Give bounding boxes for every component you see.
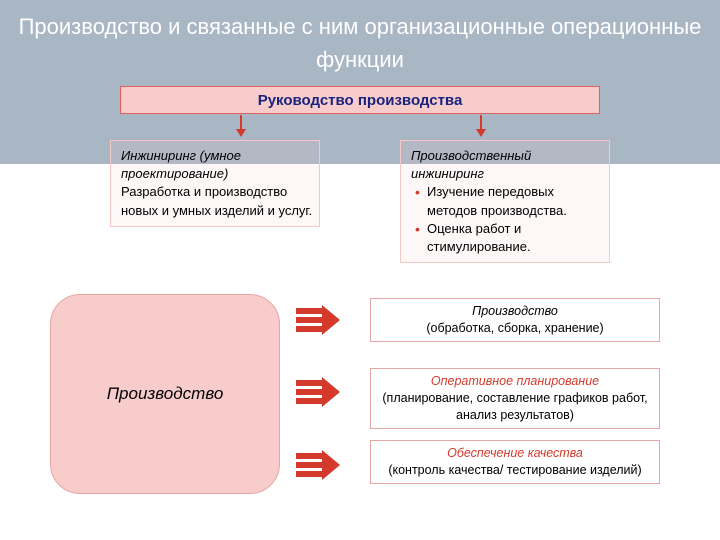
sub-box-prod-engineering: Производственный инжиниринг Изучение пер… bbox=[400, 140, 610, 263]
sub-bullets: Изучение передовых методов производства.… bbox=[411, 183, 603, 256]
triple-arrow-icon bbox=[296, 377, 346, 407]
right-box-sub: (планирование, составление графиков рабо… bbox=[377, 390, 653, 424]
right-box-production: Производство (обработка, сборка, хранени… bbox=[370, 298, 660, 342]
sub-box-engineering: Инжиниринг (умное проектирование) Разраб… bbox=[110, 140, 320, 227]
page-title: Производство и связанные с ним организац… bbox=[0, 10, 720, 76]
bullet-item: Изучение передовых методов производства. bbox=[415, 183, 603, 219]
right-box-sub: (обработка, сборка, хранение) bbox=[377, 320, 653, 337]
production-block: Производство bbox=[50, 294, 280, 494]
arrow-down-icon bbox=[480, 115, 482, 129]
right-box-planning: Оперативное планирование (планирование, … bbox=[370, 368, 660, 429]
bullet-item: Оценка работ и стимулирование. bbox=[415, 220, 603, 256]
right-box-heading: Оперативное планирование bbox=[377, 373, 653, 390]
triple-arrow-icon bbox=[296, 450, 346, 480]
arrow-down-icon bbox=[240, 115, 242, 129]
right-box-heading: Обеспечение качества bbox=[377, 445, 653, 462]
sub-heading: Инжиниринг (умное проектирование) bbox=[121, 147, 313, 183]
sub-heading: Производственный инжиниринг bbox=[411, 147, 603, 183]
right-box-sub: (контроль качества/ тестирование изделий… bbox=[377, 462, 653, 479]
sub-text: Разработка и производство новых и умных … bbox=[121, 183, 313, 219]
triple-arrow-icon bbox=[296, 305, 346, 335]
header-box: Руководство производства bbox=[120, 86, 600, 114]
right-box-heading: Производство bbox=[377, 303, 653, 320]
right-box-quality: Обеспечение качества (контроль качества/… bbox=[370, 440, 660, 484]
